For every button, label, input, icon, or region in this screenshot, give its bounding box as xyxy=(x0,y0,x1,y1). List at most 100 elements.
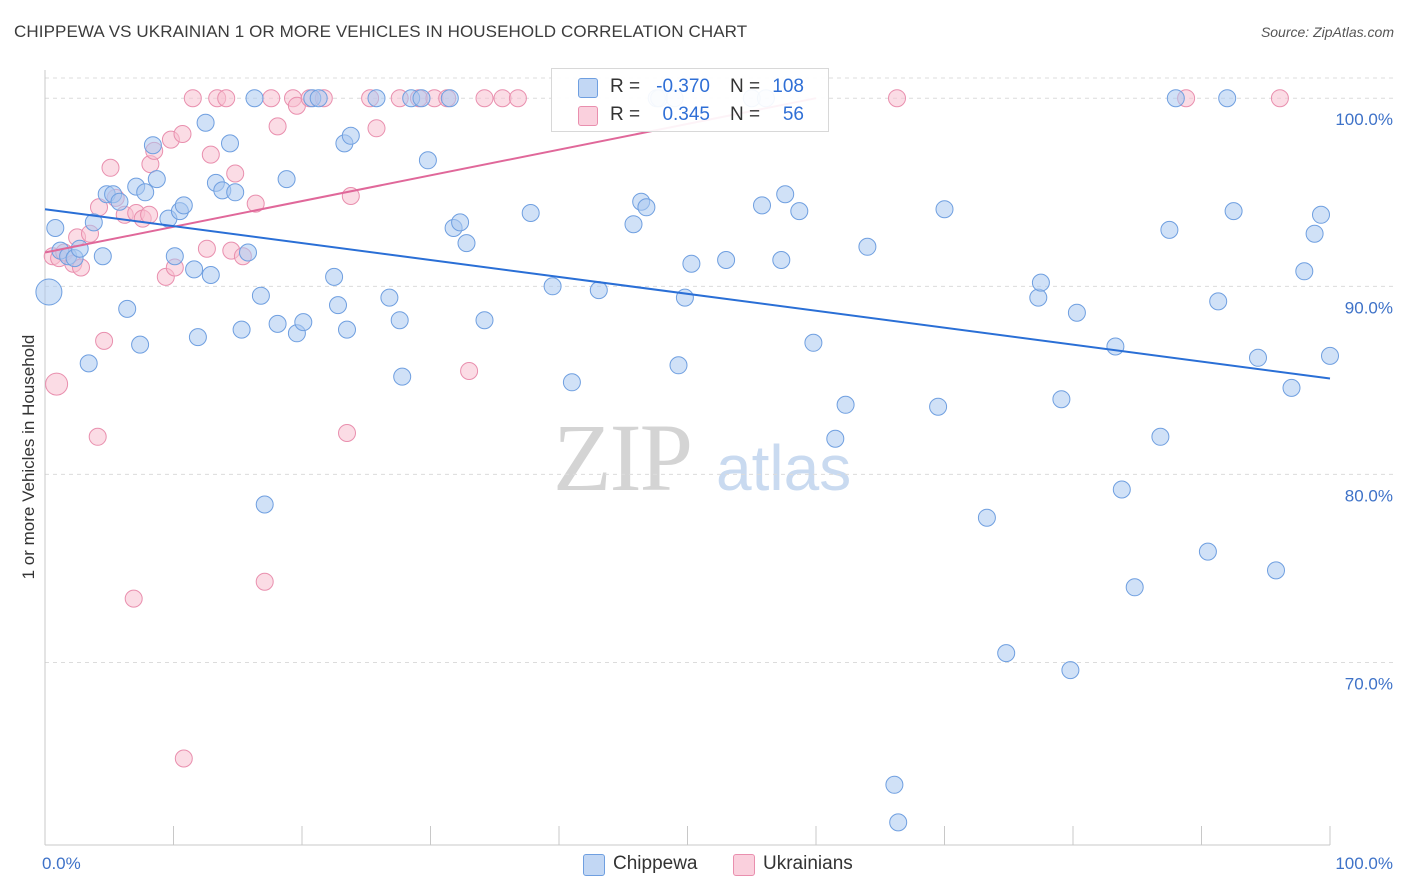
chippewa-point xyxy=(251,286,270,305)
ukrainians-point xyxy=(174,749,193,768)
stats-row-ukrainians: R = 0.345 N = 56 xyxy=(552,101,828,129)
ukrainians-point xyxy=(255,572,274,591)
chippewa-point xyxy=(675,288,694,307)
chippewa-point xyxy=(669,356,688,375)
ukrainians-point xyxy=(226,164,245,183)
chippewa-point xyxy=(637,198,656,217)
chippewa-point xyxy=(521,204,540,222)
chippewa-point xyxy=(201,266,220,284)
chippewa-point xyxy=(393,367,412,386)
ukrainians-legend-swatch xyxy=(733,854,755,876)
chippewa-point xyxy=(136,183,155,202)
chippewa-point xyxy=(294,313,313,332)
ukrainians-point xyxy=(367,119,386,138)
ukrainians-point xyxy=(173,125,192,143)
chippewa-point xyxy=(1321,346,1339,365)
chippewa-point xyxy=(110,192,129,211)
chippewa-point xyxy=(753,196,771,215)
watermark: ZIP atlas xyxy=(553,404,851,511)
chippewa-point xyxy=(977,508,996,527)
ukrainians-point xyxy=(493,89,512,108)
r-value-chippewa: -0.370 xyxy=(656,76,710,97)
chippewa-point xyxy=(1061,661,1080,680)
ukrainians-point xyxy=(101,158,120,177)
chippewa-point xyxy=(624,215,643,234)
legend-label-ukrainians: Ukrainians xyxy=(763,853,853,874)
ukrainians-point xyxy=(888,89,906,108)
chippewa-point xyxy=(929,397,948,416)
chippewa-point xyxy=(131,335,150,354)
chippewa-point xyxy=(772,251,791,269)
y-tick-label: 90.0% xyxy=(1345,298,1393,317)
chippewa-point xyxy=(196,113,215,132)
chippewa-point xyxy=(46,219,65,237)
ukrainians-point xyxy=(45,372,69,396)
chippewa-point xyxy=(1029,288,1048,307)
chippewa-point xyxy=(338,320,356,339)
chippewa-point xyxy=(885,775,904,794)
chippewa-point xyxy=(232,320,251,339)
legend-label-chippewa: Chippewa xyxy=(613,853,698,874)
ukrainians-point xyxy=(88,427,107,446)
y-tick-label: 80.0% xyxy=(1345,486,1393,505)
ukrainians-point xyxy=(268,117,287,136)
ukrainians-point xyxy=(475,89,494,108)
chippewa-point xyxy=(1067,303,1086,322)
ukrainians-point xyxy=(217,89,236,108)
chippewa-point xyxy=(475,311,494,330)
x-tick-label-max: 100.0% xyxy=(1335,854,1393,873)
chippewa-point xyxy=(255,495,274,514)
ukrainians-point xyxy=(197,239,216,258)
chippewa-point xyxy=(277,170,296,189)
x-tick-label-min: 0.0% xyxy=(42,854,81,873)
y-tick-labels: 70.0% 80.0% 90.0% 100.0% xyxy=(1335,110,1393,693)
chippewa-point xyxy=(1125,578,1144,597)
chippewa-point xyxy=(239,243,257,262)
n-label: N = xyxy=(730,104,761,125)
ukrainians-point xyxy=(95,331,114,350)
chippewa-point xyxy=(268,314,287,333)
r-label: R = xyxy=(610,104,641,125)
ukrainians-point xyxy=(201,145,220,164)
series-legend: Chippewa Ukrainians xyxy=(0,852,1406,878)
chippewa-point xyxy=(1209,292,1228,311)
ukrainians-point xyxy=(262,89,281,108)
chippewa-trend-line xyxy=(44,208,1331,380)
chippewa-point xyxy=(858,237,877,256)
ukrainians-point xyxy=(508,89,527,108)
ukrainians-point xyxy=(338,424,356,442)
chippewa-point xyxy=(1305,224,1324,243)
chippewa-point xyxy=(451,213,470,232)
stats-row-chippewa: R = -0.370 N = 108 xyxy=(552,73,828,101)
n-label: N = xyxy=(730,76,761,97)
ukrainians-point xyxy=(1270,89,1289,108)
watermark-zip: ZIP xyxy=(553,404,691,511)
chippewa-point xyxy=(1166,89,1185,108)
ukrainians-point xyxy=(246,194,265,213)
n-value-chippewa: 108 xyxy=(772,76,804,97)
ukrainians-point xyxy=(140,205,159,224)
chippewa-point xyxy=(341,126,360,145)
chippewa-point xyxy=(1031,273,1050,292)
chippewa-point xyxy=(790,202,809,221)
chippewa-point xyxy=(562,373,581,392)
chippewa-point xyxy=(440,89,459,108)
chippewa-point xyxy=(380,288,399,307)
chart-title: CHIPPEWA VS UKRAINIAN 1 OR MORE VEHICLES… xyxy=(14,22,748,41)
y-tick-label: 100.0% xyxy=(1335,110,1393,129)
chippewa-point xyxy=(35,278,63,306)
chippewa-point xyxy=(390,311,409,330)
chippewa-point xyxy=(185,260,204,279)
chippewa-point xyxy=(889,813,908,832)
chippewa-point xyxy=(174,196,193,215)
chippewa-point xyxy=(221,134,239,153)
chippewa-point xyxy=(589,281,608,300)
chippewa-point xyxy=(1282,378,1301,397)
chippewa-point xyxy=(1052,390,1071,409)
chippewa-point xyxy=(997,644,1016,663)
chippewa-point xyxy=(1151,427,1170,446)
chippewa-point xyxy=(935,200,954,219)
chippewa-point xyxy=(1106,337,1125,356)
chippewa-point xyxy=(147,170,166,189)
